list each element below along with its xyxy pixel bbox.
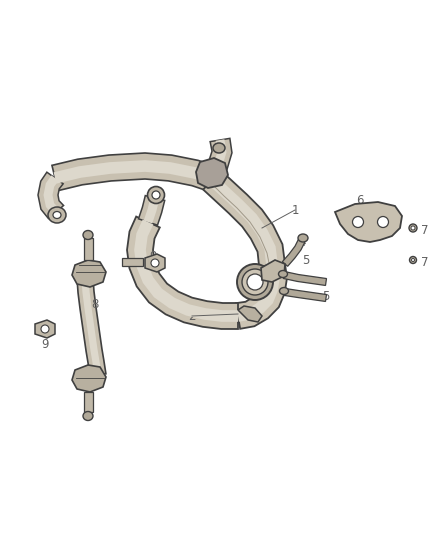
Polygon shape [43, 175, 60, 215]
Polygon shape [38, 172, 64, 219]
Text: 8: 8 [91, 297, 99, 311]
Ellipse shape [411, 226, 415, 230]
Polygon shape [144, 197, 159, 223]
Ellipse shape [53, 212, 61, 219]
Ellipse shape [41, 325, 49, 333]
Polygon shape [145, 254, 165, 272]
Polygon shape [206, 139, 226, 180]
Ellipse shape [148, 187, 165, 204]
Polygon shape [134, 220, 238, 322]
Text: 6: 6 [356, 193, 364, 206]
Text: 4: 4 [298, 236, 306, 248]
Polygon shape [208, 176, 278, 265]
Text: 9: 9 [149, 249, 157, 262]
Text: 9: 9 [41, 337, 49, 351]
Ellipse shape [409, 224, 417, 232]
Polygon shape [52, 153, 214, 191]
Polygon shape [138, 196, 165, 225]
Polygon shape [238, 306, 262, 322]
Polygon shape [283, 272, 326, 286]
Text: 5: 5 [322, 289, 330, 303]
Polygon shape [284, 288, 326, 302]
Polygon shape [283, 238, 305, 266]
Polygon shape [84, 392, 92, 412]
Polygon shape [72, 260, 106, 287]
Ellipse shape [242, 269, 268, 295]
Polygon shape [201, 139, 232, 183]
Ellipse shape [83, 411, 93, 421]
Polygon shape [335, 202, 402, 242]
Text: 1: 1 [291, 204, 299, 216]
Ellipse shape [410, 256, 417, 263]
Ellipse shape [279, 287, 289, 295]
Polygon shape [53, 160, 212, 184]
Ellipse shape [152, 191, 160, 199]
Polygon shape [84, 238, 92, 260]
Ellipse shape [83, 230, 93, 239]
Ellipse shape [247, 274, 263, 290]
Polygon shape [122, 258, 143, 266]
Polygon shape [203, 171, 285, 266]
Polygon shape [196, 158, 228, 188]
Ellipse shape [48, 207, 66, 223]
Text: 2: 2 [188, 310, 196, 322]
Ellipse shape [353, 216, 364, 228]
Ellipse shape [213, 143, 225, 153]
Text: 5: 5 [302, 254, 310, 266]
Polygon shape [72, 365, 106, 392]
Ellipse shape [151, 259, 159, 267]
Text: 3: 3 [244, 279, 252, 292]
Ellipse shape [279, 271, 287, 278]
Polygon shape [81, 278, 102, 376]
Text: 7: 7 [421, 255, 429, 269]
Polygon shape [127, 216, 238, 329]
Polygon shape [261, 260, 285, 282]
Polygon shape [35, 320, 55, 338]
Ellipse shape [237, 264, 273, 300]
Ellipse shape [378, 216, 389, 228]
Polygon shape [237, 264, 280, 322]
Text: 7: 7 [421, 223, 429, 237]
Polygon shape [77, 278, 106, 376]
Ellipse shape [411, 259, 414, 262]
Polygon shape [236, 263, 287, 329]
Ellipse shape [298, 234, 308, 242]
